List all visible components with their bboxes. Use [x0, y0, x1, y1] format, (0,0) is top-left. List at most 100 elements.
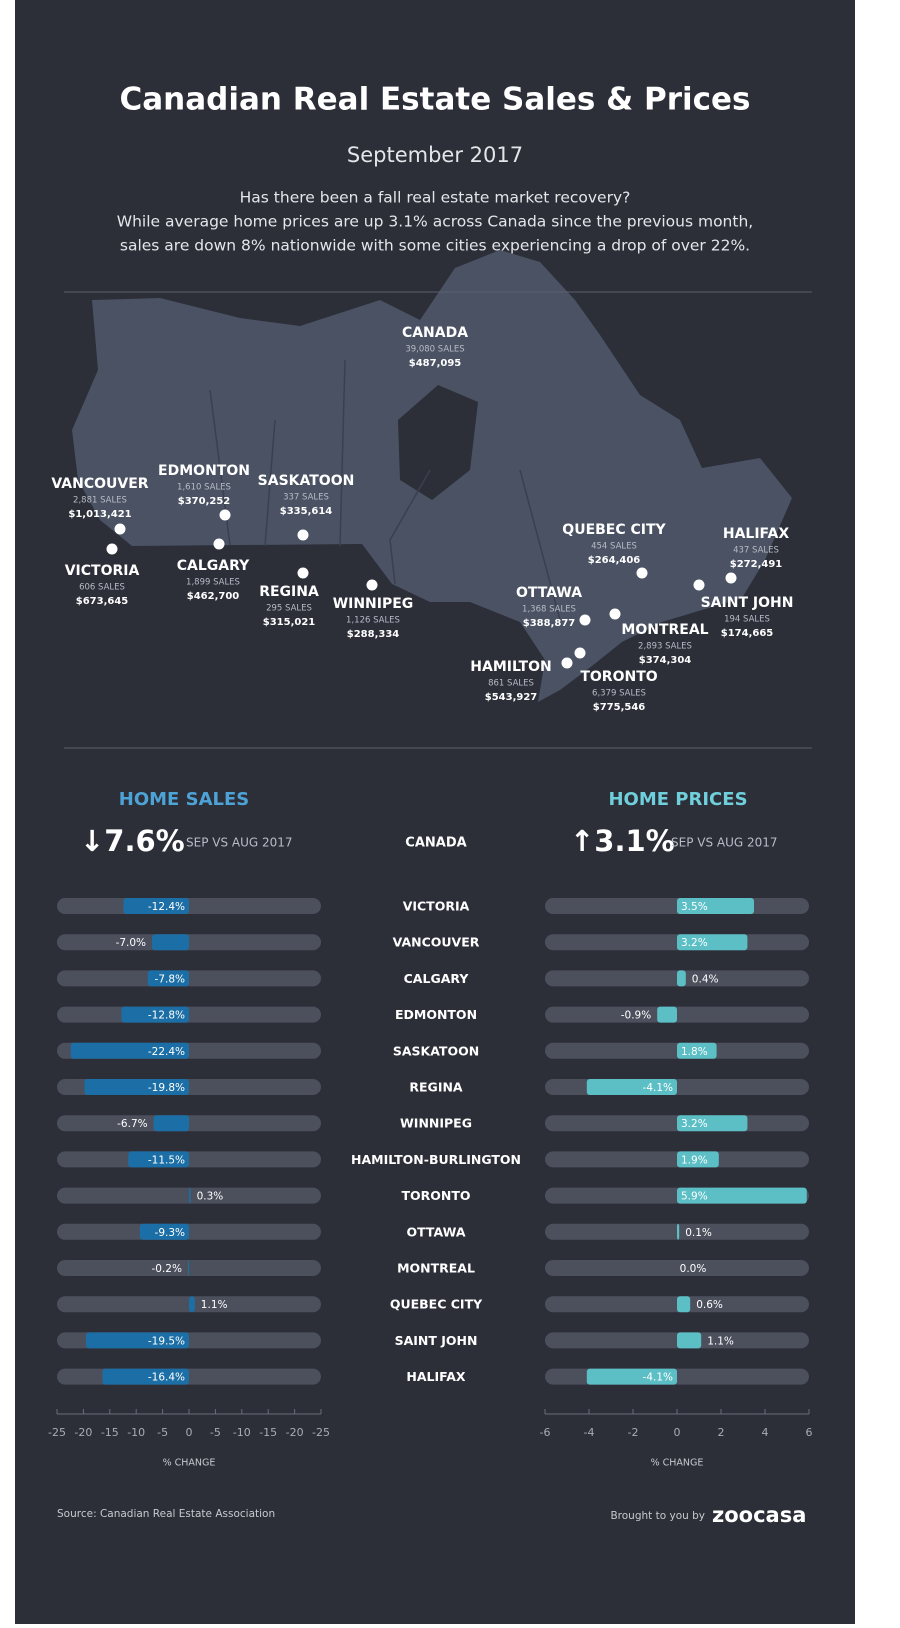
- bar: [128, 1151, 189, 1168]
- city-sales: 437 SALES: [733, 546, 779, 556]
- city-price: $272,491: [730, 559, 783, 570]
- value-label: 0.0%: [680, 1263, 707, 1275]
- city-name: QUEBEC CITY: [562, 522, 666, 538]
- city-name: SAINT JOHN: [701, 595, 794, 611]
- bar: [139, 1223, 189, 1240]
- x-tick-label: 2: [718, 1426, 725, 1439]
- city-dot: [106, 543, 118, 555]
- category-label: OTTAWA: [406, 1224, 465, 1239]
- city-price: $174,665: [721, 628, 774, 639]
- city-dot: [366, 579, 378, 591]
- city-sales: 39,080 SALES: [405, 345, 464, 355]
- value-label: 1.8%: [681, 1046, 708, 1058]
- value-label: -4.1%: [643, 1082, 673, 1094]
- brand: zoocasa: [712, 1503, 806, 1527]
- x-tick-label: -4: [584, 1426, 595, 1439]
- bar: [677, 1115, 748, 1132]
- bar: [677, 898, 754, 914]
- value-label: -7.0%: [116, 937, 146, 949]
- chart-title: HOME PRICES: [608, 789, 747, 810]
- city-name: WINNIPEG: [333, 596, 414, 612]
- chart-title: HOME SALES: [119, 789, 249, 810]
- category-label: WINNIPEG: [400, 1116, 472, 1131]
- x-tick-label: -10: [127, 1426, 145, 1439]
- city-dot: [213, 538, 225, 550]
- x-tick-label: -20: [286, 1426, 304, 1439]
- city-sales: 1,368 SALES: [522, 605, 576, 615]
- bar: [102, 1368, 189, 1385]
- value-label: 0.4%: [692, 973, 719, 985]
- province-border: [209, 359, 561, 621]
- city-dot: [609, 608, 621, 620]
- bar: [677, 1296, 691, 1313]
- value-label: -22.4%: [148, 1046, 185, 1058]
- x-axis-label: % CHANGE: [163, 1458, 216, 1469]
- x-tick-label: 0: [674, 1426, 681, 1439]
- category-label: REGINA: [409, 1080, 463, 1095]
- value-label: -19.5%: [148, 1335, 185, 1347]
- city-sales: 337 SALES: [283, 493, 329, 503]
- city-dot: [579, 614, 591, 626]
- x-axis-label: % CHANGE: [651, 1458, 704, 1469]
- city-sales: 194 SALES: [724, 615, 770, 625]
- x-tick-label: 4: [762, 1426, 769, 1439]
- city-price: $673,645: [76, 596, 129, 607]
- bar: [677, 1223, 680, 1240]
- city-sales: 1,610 SALES: [177, 483, 231, 493]
- bar: [657, 1006, 677, 1023]
- bar-track: [545, 1260, 809, 1276]
- city-name: VICTORIA: [65, 563, 140, 579]
- city-name: HALIFAX: [723, 526, 789, 542]
- city-sales: 861 SALES: [488, 679, 534, 689]
- city-dot: [574, 647, 586, 659]
- city-price: $487,095: [409, 358, 462, 369]
- city-price: $335,614: [280, 506, 333, 517]
- x-tick-label: -15: [101, 1426, 119, 1439]
- category-label: HALIFAX: [406, 1369, 466, 1384]
- credit: Brought to you by: [610, 1510, 705, 1522]
- x-tick-label: -10: [233, 1426, 251, 1439]
- title: Canadian Real Estate Sales & Prices: [120, 82, 751, 118]
- value-label: 1.1%: [201, 1299, 228, 1311]
- value-label: 5.9%: [681, 1191, 708, 1203]
- category-label: MONTREAL: [397, 1261, 475, 1276]
- value-label: 1.9%: [681, 1154, 708, 1166]
- x-tick-label: -2: [628, 1426, 639, 1439]
- city-price: $1,013,421: [68, 509, 131, 520]
- category-label: EDMONTON: [395, 1007, 477, 1022]
- bar: [586, 1079, 677, 1095]
- bar: [147, 970, 189, 987]
- map: [72, 250, 792, 702]
- value-label: 0.6%: [696, 1299, 723, 1311]
- city-dot: [114, 523, 126, 535]
- city-name: TORONTO: [580, 669, 657, 685]
- bar: [677, 1187, 807, 1204]
- bar: [121, 1006, 189, 1023]
- bar: [86, 1332, 189, 1349]
- city-sales: 2,893 SALES: [638, 642, 692, 652]
- x-tick-label: -5: [210, 1426, 221, 1439]
- value-label: -4.1%: [643, 1372, 673, 1384]
- city-name: MONTREAL: [621, 622, 708, 638]
- headline: ↓7.6%: [80, 824, 185, 858]
- city-price: $462,700: [187, 591, 240, 602]
- bar: [677, 1042, 717, 1059]
- city-dot: [561, 657, 573, 669]
- value-label: 0.1%: [685, 1227, 712, 1239]
- category-label: CALGARY: [404, 971, 470, 986]
- category-label: SAINT JOHN: [395, 1333, 478, 1348]
- city-name: CANADA: [402, 325, 468, 341]
- bar: [189, 1296, 195, 1313]
- city-dot: [636, 567, 648, 579]
- city-sales: 1,899 SALES: [186, 578, 240, 588]
- city-dot: [297, 567, 309, 579]
- headline-note: SEP VS AUG 2017: [671, 836, 778, 850]
- subtitle: September 2017: [347, 143, 523, 167]
- city-sales: 295 SALES: [266, 604, 312, 614]
- city-dot: [725, 572, 737, 584]
- value-label: -6.7%: [117, 1118, 147, 1130]
- city-sales: 2,881 SALES: [73, 496, 127, 506]
- hudson-bay: [398, 385, 478, 500]
- category-label: SASKATOON: [393, 1043, 479, 1058]
